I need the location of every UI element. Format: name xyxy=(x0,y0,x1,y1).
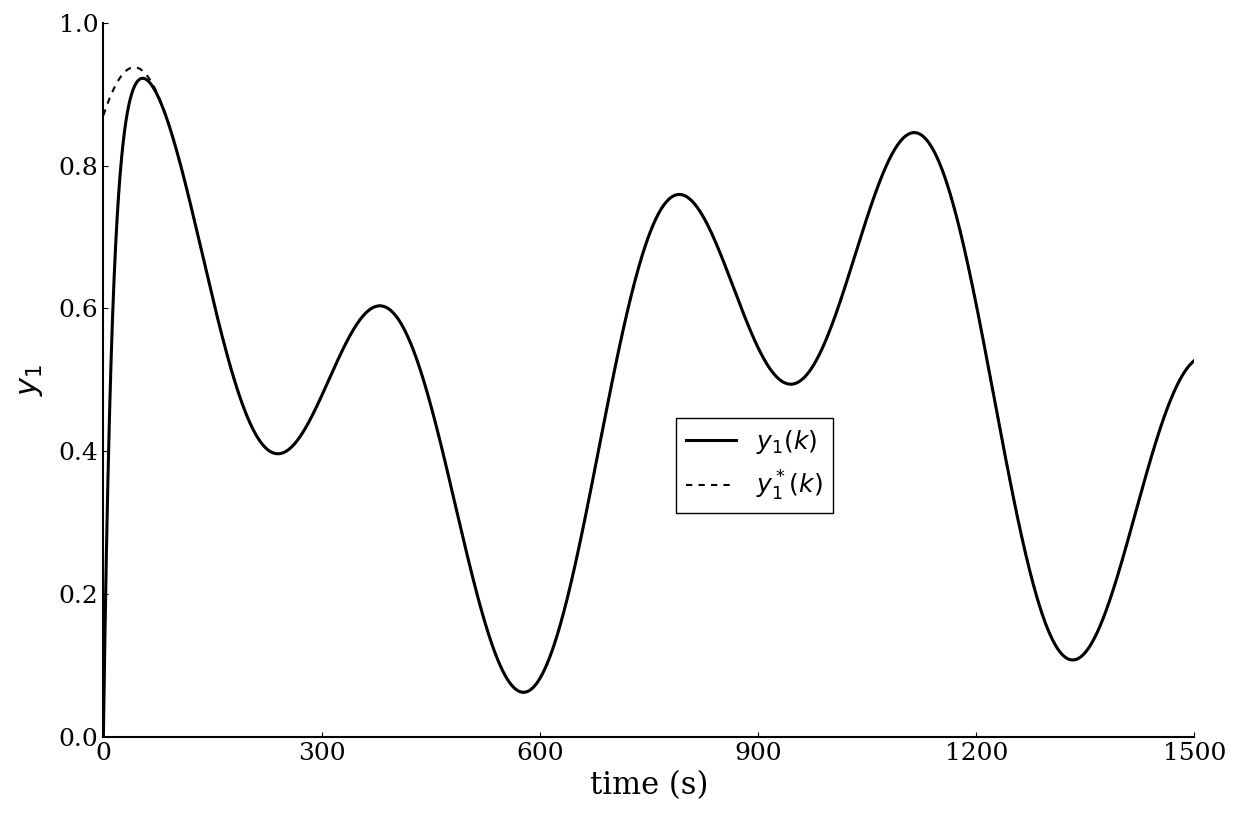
$y_1(k)$ xyxy=(1172,376,1187,385)
$y_1(k)$ xyxy=(587,469,601,478)
Line: $y_1(k)$: $y_1(k)$ xyxy=(103,78,1194,737)
$y_1^*(k)$ xyxy=(1184,358,1199,368)
Line: $y_1^*(k)$: $y_1^*(k)$ xyxy=(103,68,1194,692)
$y_1^*(k)$ xyxy=(516,687,531,697)
Y-axis label: $y_1$: $y_1$ xyxy=(14,363,45,396)
$y_1(k)$ xyxy=(1044,632,1059,642)
$y_1(k)$ xyxy=(792,377,807,386)
X-axis label: time (s): time (s) xyxy=(590,770,708,801)
$y_1^*(k)$ xyxy=(1074,651,1089,661)
$y_1^*(k)$ xyxy=(792,377,807,386)
$y_1^*(k)$ xyxy=(1044,633,1059,643)
$y_1(k)$ xyxy=(95,732,110,742)
$y_1(k)$ xyxy=(1074,651,1089,661)
$y_1^*(k)$ xyxy=(587,468,601,478)
$y_1^*(k)$ xyxy=(1187,355,1202,365)
$y_1(k)$ xyxy=(1184,358,1199,368)
$y_1^*(k)$ xyxy=(95,111,110,121)
$y_1^*(k)$ xyxy=(1172,376,1187,385)
$y_1^*(k)$ xyxy=(126,63,141,73)
$y_1(k)$ xyxy=(135,73,150,83)
Legend: $y_1(k)$, $y_1^*(k)$: $y_1(k)$, $y_1^*(k)$ xyxy=(676,418,833,513)
$y_1(k)$ xyxy=(1187,355,1202,365)
